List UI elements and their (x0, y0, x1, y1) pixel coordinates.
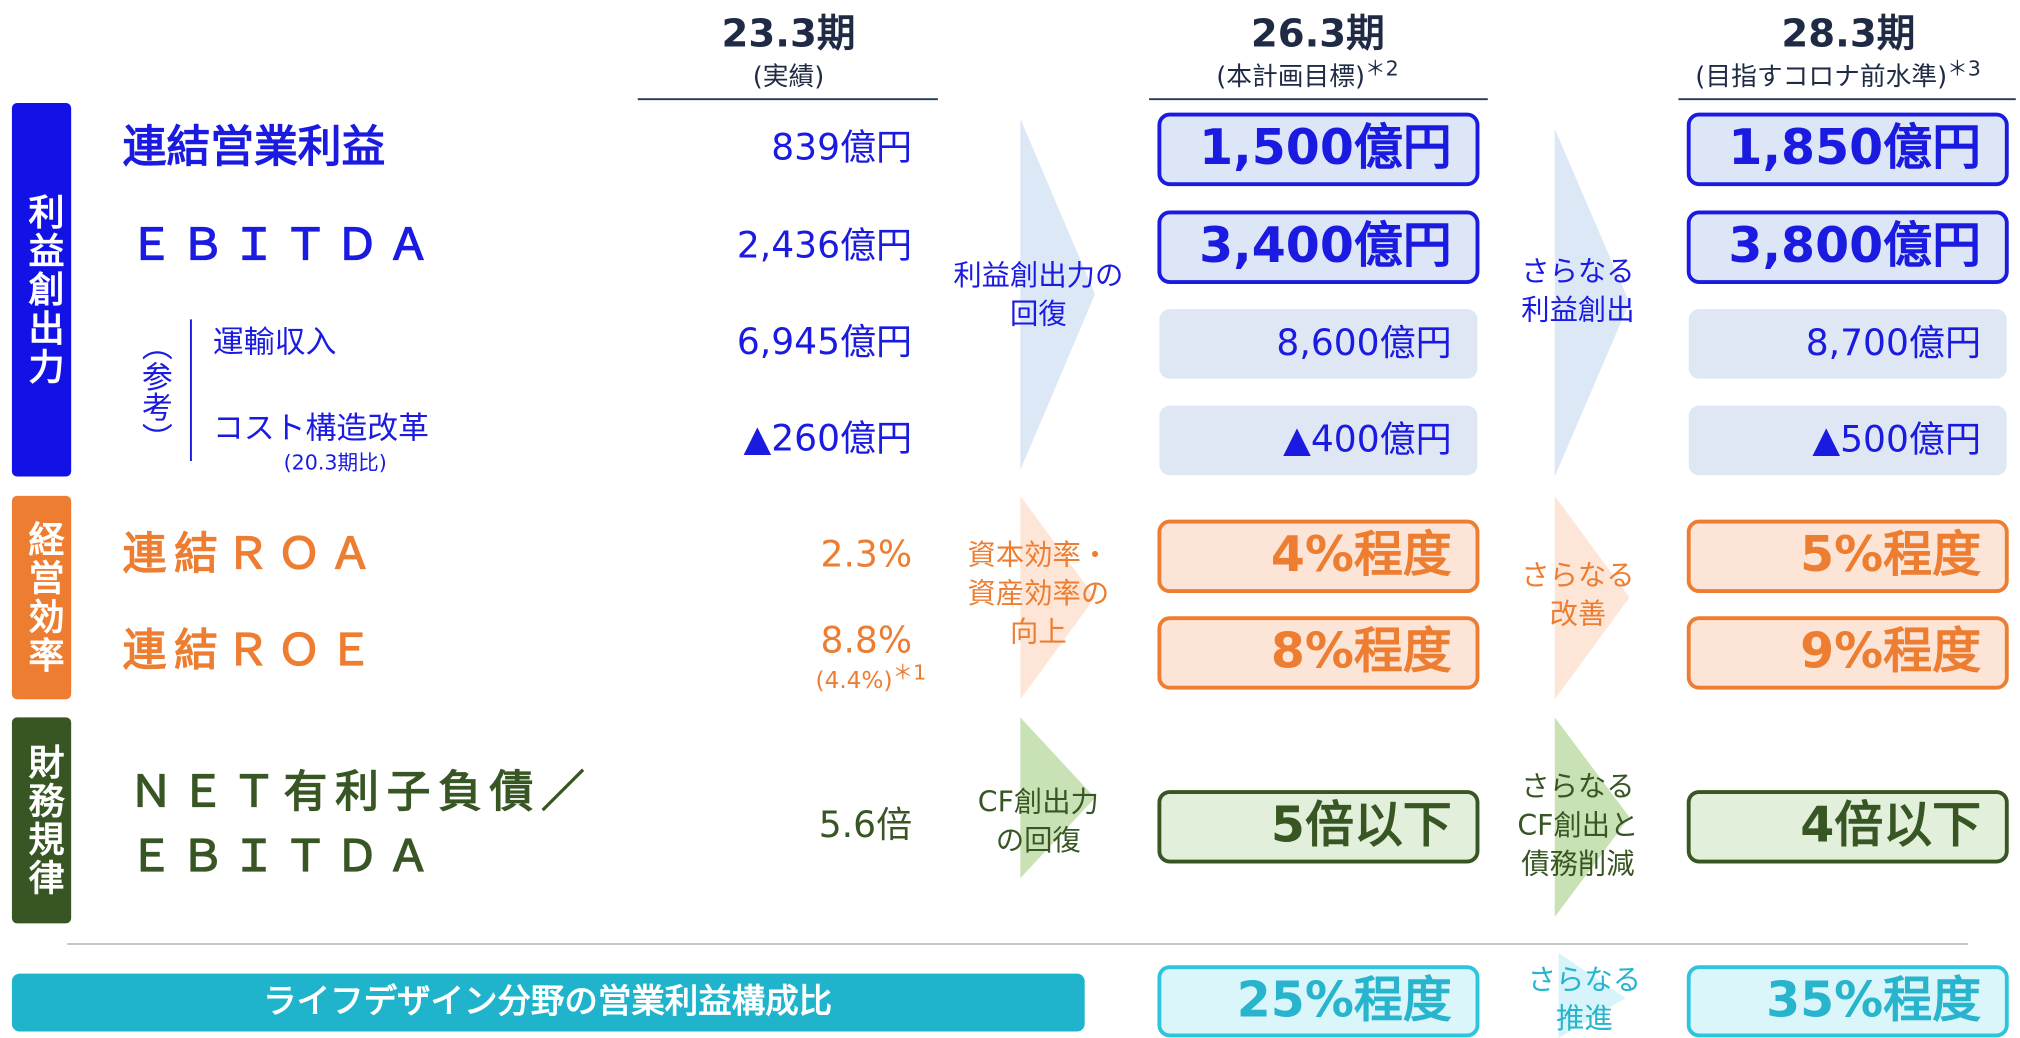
row-name: 運輸収入 (213, 324, 337, 360)
target-box (1157, 790, 1480, 864)
row-name: 連結営業利益 (123, 121, 386, 172)
target-value: 8%程度 (1271, 623, 1452, 680)
target-value: ▲400億円 (1283, 419, 1452, 461)
arrow-text: CF創出と (1517, 809, 1638, 842)
actual-value: 8.8% (821, 620, 913, 662)
row-name: 連結ＲＯＥ (123, 625, 380, 676)
section-label: 利益創出力 (23, 193, 65, 386)
arrow (1554, 128, 1630, 477)
column-note: (実績) (753, 62, 825, 92)
arrow (1020, 495, 1095, 700)
actual-value: 2.3% (821, 533, 913, 575)
arrow-text: の回復 (996, 824, 1081, 857)
arrow-text: さらなる (1528, 963, 1641, 996)
arrow-text: 資産効率の (968, 577, 1110, 610)
section-bar (11, 717, 72, 924)
target-box (1686, 965, 2009, 1038)
target-box (1686, 112, 2009, 187)
target-value: 5倍以下 (1271, 797, 1452, 854)
actual-value-mark: ＊1 (892, 661, 926, 685)
actual-value: 839億円 (771, 126, 912, 168)
target-box (1157, 210, 1480, 284)
target-value: ▲500億円 (1812, 419, 1981, 461)
column-note: (本計画目標)＊2 (1216, 57, 1399, 92)
section-bar (11, 495, 72, 700)
target-box (1159, 309, 1478, 379)
target-value: 1,500億円 (1199, 119, 1452, 176)
arrow-text: 回復 (1010, 298, 1067, 331)
arrow (1558, 953, 1626, 1038)
row-name: ＮＥＴ有利子負債／ (129, 767, 592, 818)
target-value: 4倍以下 (1800, 797, 1981, 854)
bottom-label: ライフデザイン分野の営業利益構成比 (263, 982, 832, 1021)
row-name: 連結ＲＯＡ (123, 528, 380, 579)
column-title: 26.3期 (1251, 12, 1385, 57)
row-name-sub: (20.3期比) (284, 451, 387, 475)
target-value: 3,800億円 (1728, 217, 1981, 274)
column-note-mark: ＊2 (1365, 57, 1399, 81)
arrow-text: さらなる (1521, 770, 1634, 803)
column-title: 23.3期 (722, 12, 856, 57)
row-name: ＥＢＩＴＤＡ (129, 831, 438, 882)
target-value: 9%程度 (1800, 623, 1981, 680)
arrow-text: CF創出力 (978, 786, 1099, 819)
target-value: 25%程度 (1237, 972, 1452, 1029)
target-value: 1,850億円 (1728, 119, 1981, 176)
target-value: 8,600億円 (1276, 322, 1451, 364)
arrow (1554, 717, 1630, 917)
target-box (1159, 405, 1478, 476)
arrow-text: 向上 (1010, 616, 1067, 649)
arrow-text: 債務削減 (1521, 847, 1634, 880)
column-title: 28.3期 (1781, 12, 1915, 57)
row-name: コスト構造改革 (213, 411, 429, 447)
target-box (1157, 616, 1480, 690)
actual-value: 5.6倍 (819, 804, 912, 846)
target-value: 35%程度 (1766, 972, 1981, 1029)
arrow (1020, 717, 1095, 879)
section-bar (11, 103, 72, 477)
actual-value: ▲260億円 (743, 417, 912, 459)
arrow (1554, 495, 1630, 700)
target-box (1157, 965, 1480, 1038)
arrow-text: さらなる (1521, 559, 1634, 592)
target-value: 5%程度 (1800, 526, 1981, 583)
arrow-text: さらなる (1521, 255, 1634, 288)
arrow-text: 推進 (1556, 1002, 1613, 1035)
section-label: 財務規律 (23, 743, 65, 898)
target-box (1688, 309, 2007, 379)
target-value: 8,700億円 (1806, 322, 1981, 364)
target-box (1157, 519, 1480, 594)
target-box (1686, 790, 2009, 864)
arrow (1020, 118, 1095, 471)
column-note: (目指すコロナ前水準)＊3 (1695, 57, 1981, 92)
bottom-bar (11, 973, 1085, 1032)
row-name: ＥＢＩＴＤＡ (129, 219, 438, 270)
actual-value: 2,436億円 (737, 224, 912, 266)
target-box (1686, 519, 2009, 594)
section-label: 経営効率 (23, 520, 65, 675)
arrow-text: 利益創出力の (953, 259, 1123, 292)
reference-label: （参考） (136, 330, 172, 454)
target-box (1688, 405, 2007, 476)
target-value: 3,400億円 (1199, 217, 1452, 274)
arrow-text: 資本効率・ (968, 538, 1110, 571)
actual-value-note: (4.4%)＊1 (816, 661, 927, 694)
arrow-text: 利益創出 (1521, 294, 1634, 327)
target-box (1686, 210, 2009, 284)
actual-value: 6,945億円 (737, 321, 912, 363)
target-box (1157, 112, 1480, 187)
column-note-mark: ＊3 (1947, 57, 1981, 81)
arrow-text: 改善 (1550, 598, 1607, 631)
target-value: 4%程度 (1271, 526, 1452, 583)
target-box (1686, 616, 2009, 690)
